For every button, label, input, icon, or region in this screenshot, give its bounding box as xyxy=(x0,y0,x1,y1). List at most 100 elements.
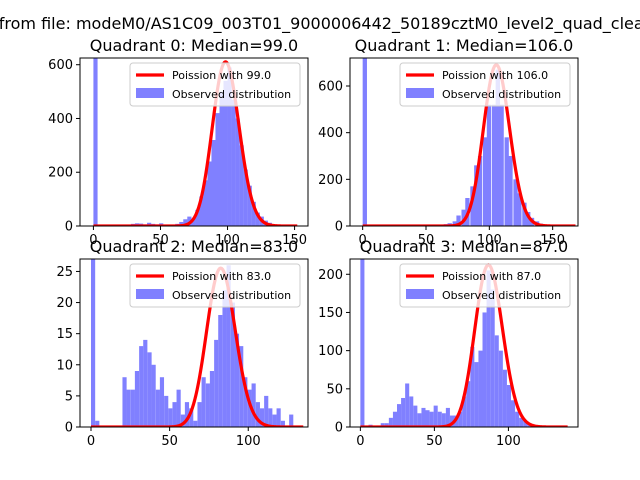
y-tick-label: 600 xyxy=(48,58,73,73)
histogram-bar xyxy=(491,104,497,226)
histogram-bar xyxy=(189,408,194,427)
histogram-bar xyxy=(126,389,131,427)
histogram-bar xyxy=(95,420,100,427)
x-tick-label: 0 xyxy=(89,233,97,248)
histogram-bar xyxy=(234,333,240,427)
histogram-bar xyxy=(486,270,491,427)
histogram-bar xyxy=(482,312,487,427)
histogram-bar xyxy=(147,222,152,226)
legend: Poission with 87.0 Observed distribution xyxy=(399,263,571,308)
histogram-bar xyxy=(388,417,393,427)
histogram-bar xyxy=(247,185,252,226)
histogram-bar xyxy=(425,410,430,427)
chart-panel-0: Quadrant 0: Median=99.0 0 50 100 150 0 200 400 6… xyxy=(48,36,309,248)
plot-area xyxy=(361,58,577,226)
histogram-bar xyxy=(184,402,190,427)
histogram-bar xyxy=(243,377,248,427)
legend: Poission with 83.0 Observed distribution xyxy=(129,263,301,308)
legend-poisson-label: Poission with 106.0 xyxy=(442,69,548,82)
y-tick-label: 0 xyxy=(335,220,343,235)
x-tick-label: 50 xyxy=(426,434,443,449)
histogram-bar xyxy=(155,389,160,427)
x-tick-label: 50 xyxy=(418,233,435,248)
histogram-bar xyxy=(272,414,277,427)
histogram-bar xyxy=(134,371,140,427)
x-tick-label: 0 xyxy=(356,434,364,449)
histogram-bar xyxy=(195,209,200,226)
histogram-bar xyxy=(392,411,398,427)
histogram-bar xyxy=(483,137,488,226)
histogram-bar xyxy=(91,259,96,427)
x-tick-label: 150 xyxy=(282,233,307,248)
histogram-bar xyxy=(180,414,185,427)
histogram-bar xyxy=(511,400,516,427)
legend-box xyxy=(399,62,571,107)
histogram-bar xyxy=(218,315,223,427)
histogram-bar xyxy=(205,383,210,427)
histogram-bar xyxy=(130,389,135,427)
histogram-bar xyxy=(513,179,518,226)
axes-frame xyxy=(79,258,309,428)
histogram-bar xyxy=(264,395,269,427)
histogram-bar xyxy=(255,402,260,427)
x-tick-label: 50 xyxy=(152,233,169,248)
histogram-bar xyxy=(362,58,367,226)
histogram-bar xyxy=(417,413,422,427)
y-tick-label: 50 xyxy=(326,382,343,397)
legend-poisson-label: Poission with 87.0 xyxy=(442,270,541,283)
histogram-bar xyxy=(179,221,184,226)
poisson-curve xyxy=(92,60,299,226)
histogram-bar xyxy=(280,420,285,427)
histogram-bar xyxy=(209,371,215,427)
histogram-bar xyxy=(251,383,256,427)
histogram-bar xyxy=(239,145,244,226)
histogram-bar xyxy=(255,212,260,226)
histogram-bar xyxy=(506,385,512,427)
y-tick-label: 200 xyxy=(318,173,343,188)
panel-title: Quadrant 2: Median=83.0 xyxy=(90,237,298,256)
axes-frame xyxy=(79,57,309,227)
y-tick-label: 0 xyxy=(335,421,343,436)
x-tick-label: 0 xyxy=(359,233,367,248)
histogram-bar xyxy=(251,201,256,226)
histogram-bar xyxy=(384,423,389,427)
histogram-bar xyxy=(456,215,461,226)
histogram-bar xyxy=(201,377,206,427)
histogram-bar xyxy=(499,104,504,226)
histogram-bar xyxy=(211,139,216,226)
histogram-bar xyxy=(477,156,483,226)
axes-frame xyxy=(349,258,579,428)
plot-area xyxy=(359,259,569,427)
histogram-bar xyxy=(409,396,414,427)
histogram-bar xyxy=(191,218,196,226)
histogram-bar xyxy=(168,408,173,427)
histogram-bar xyxy=(215,113,220,226)
legend-observed-swatch xyxy=(136,88,164,98)
histogram-bar xyxy=(172,402,177,427)
legend-observed-swatch xyxy=(406,289,434,299)
histogram-bar xyxy=(276,408,281,427)
histogram-bar xyxy=(526,212,531,226)
histogram-bar xyxy=(143,339,148,427)
histogram-bar xyxy=(517,193,522,226)
histogram-bar xyxy=(380,423,385,427)
histogram-bar xyxy=(508,156,513,226)
y-tick-label: 0 xyxy=(65,421,73,436)
histogram-bar xyxy=(397,404,402,427)
axes-frame xyxy=(349,57,579,227)
y-tick-label: 0 xyxy=(65,220,73,235)
x-tick-label: 50 xyxy=(161,434,178,449)
histogram-bar xyxy=(401,397,406,427)
y-tick-label: 20 xyxy=(56,296,73,311)
histogram-bar xyxy=(519,417,524,427)
histogram-bar xyxy=(193,420,198,427)
histogram-bar xyxy=(226,265,231,427)
x-tick-label: 100 xyxy=(496,434,521,449)
legend-observed-swatch xyxy=(406,88,434,98)
histogram-bar xyxy=(122,377,127,427)
y-tick-label: 15 xyxy=(56,327,73,342)
panel-title: Quadrant 0: Median=99.0 xyxy=(90,36,298,55)
histogram-bar xyxy=(151,364,156,427)
histogram-bar xyxy=(230,302,235,427)
